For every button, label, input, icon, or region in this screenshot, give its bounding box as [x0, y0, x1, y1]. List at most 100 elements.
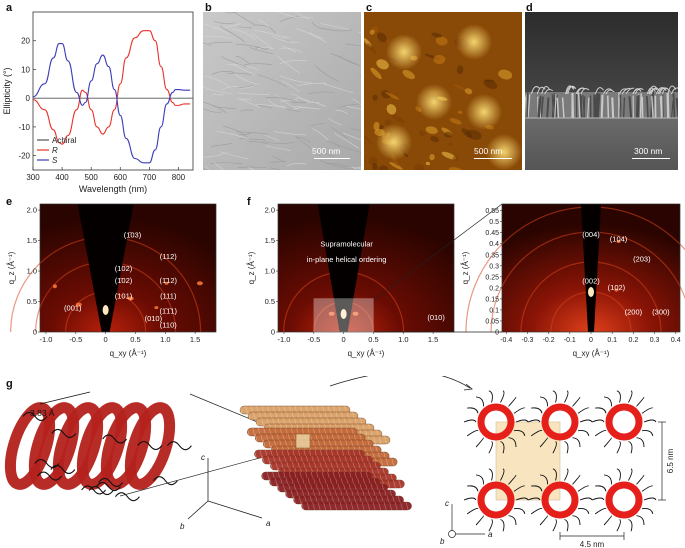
x-tick-label: 1.5	[190, 335, 200, 344]
side-chain	[98, 477, 124, 487]
film-top-feature	[621, 87, 631, 95]
fiber	[295, 97, 327, 107]
fiber	[237, 98, 261, 109]
unit-cell-marker	[295, 433, 311, 449]
film-top-feature	[625, 87, 635, 95]
peak-annotation: (111)	[160, 291, 177, 300]
fiber	[237, 84, 254, 89]
fiber	[227, 72, 253, 76]
fiber	[258, 47, 274, 50]
helix-stripe	[259, 449, 263, 459]
axis-b	[187, 500, 209, 520]
y-tick-label: 2.0	[27, 206, 37, 215]
side-chain	[641, 485, 654, 492]
fiber	[343, 132, 361, 141]
side-chain	[500, 519, 505, 532]
x-tick-label: 0.4	[671, 337, 681, 344]
fiber	[236, 131, 269, 135]
series-line-s	[32, 43, 191, 164]
fiber	[203, 152, 228, 158]
fiber	[275, 32, 290, 38]
axis-label-a: a	[488, 530, 493, 539]
side-chain	[577, 407, 590, 414]
fiber	[295, 136, 322, 157]
fiber	[272, 35, 300, 43]
fiber	[280, 99, 298, 102]
side-chain	[564, 468, 569, 481]
side-chain	[500, 441, 505, 454]
fiber	[265, 134, 280, 141]
beamstop-shadow	[317, 204, 370, 332]
legend-entry-achiral: Achiral	[52, 136, 77, 145]
afm-grain	[430, 136, 440, 143]
plot-frame	[39, 203, 217, 333]
helix-stripe	[345, 501, 348, 511]
film-top-feature	[565, 85, 575, 95]
fiber	[223, 125, 248, 138]
film-top-feature	[541, 85, 551, 95]
x-tick-label: 700	[143, 173, 157, 182]
afm-grain	[364, 134, 373, 145]
film-column	[546, 97, 550, 119]
y-tick-label: 10	[21, 65, 30, 74]
side-chain	[643, 419, 657, 423]
side-chain	[530, 430, 543, 437]
y-tick-label: 0.3	[489, 263, 499, 270]
film-column	[537, 97, 540, 119]
peak-annotation: (010)	[145, 314, 163, 323]
afm-grain	[498, 69, 513, 80]
side-chain	[508, 437, 517, 448]
afm-grain	[385, 92, 400, 100]
fiber	[358, 74, 361, 77]
fiber	[232, 28, 256, 40]
afm-grain	[367, 43, 377, 54]
y-tick-label: 0	[26, 94, 31, 103]
film-top-feature	[530, 86, 540, 95]
film-top-feature	[661, 88, 671, 95]
fiber	[279, 60, 308, 65]
side-chain	[641, 430, 654, 437]
helix-stripe	[384, 435, 387, 445]
axis-label-a: a	[266, 519, 271, 528]
film-top-feature	[567, 85, 577, 95]
side-chain	[152, 476, 178, 486]
side-chain	[579, 497, 593, 501]
side-chain	[500, 390, 505, 403]
y-tick-label: 0.25	[485, 274, 499, 281]
axis-b-marker	[448, 530, 456, 538]
side-chain	[488, 390, 493, 403]
fiber	[265, 96, 296, 102]
side-chain	[552, 519, 557, 532]
side-chain	[577, 430, 590, 437]
fiber	[291, 93, 309, 104]
fiber	[203, 86, 215, 92]
fiber	[334, 133, 360, 149]
fiber	[211, 143, 233, 147]
helix-stripe	[317, 501, 321, 511]
helix-cross-section	[605, 481, 643, 519]
side-chain	[508, 474, 517, 485]
x-axis-label: q_xy (Å⁻¹)	[573, 349, 610, 358]
fiber	[203, 35, 235, 40]
fiber	[211, 71, 235, 75]
fiber	[238, 26, 252, 29]
afm-grain	[373, 121, 380, 131]
side-chain	[475, 474, 484, 485]
side-chain	[636, 515, 645, 526]
film-top-feature	[670, 87, 678, 95]
y-tick-label: 0.15	[485, 296, 499, 303]
side-chain	[488, 468, 493, 481]
film-column	[551, 93, 555, 119]
fiber	[273, 131, 307, 136]
fiber	[275, 93, 298, 110]
film-column	[622, 97, 626, 119]
side-chain	[37, 471, 63, 481]
y-tick-label: 20	[21, 37, 30, 46]
helix-stripe	[282, 483, 286, 493]
fiber	[255, 104, 287, 109]
helix-stripe	[383, 501, 387, 511]
side-chain	[513, 508, 526, 515]
y-tick-label: 1.5	[265, 236, 275, 245]
fiber	[240, 109, 254, 112]
x-tick-label: 0.5	[368, 335, 378, 344]
